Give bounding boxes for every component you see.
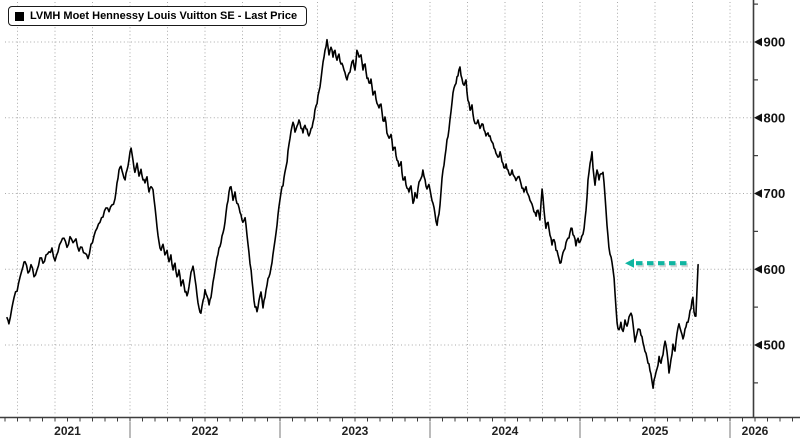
x-axis: 2021 2022 2023 2024 2025 2026 [0,416,800,438]
x-year-label-2023: 2023 [342,424,369,438]
x-year-label-2025: 2025 [642,424,669,438]
x-year-label-2022: 2022 [192,424,219,438]
x-year-label-2024: 2024 [492,424,519,438]
trend-arrow-annotation[interactable] [625,258,693,268]
y-tick-arrow-500 [754,340,762,350]
y-tick-label-800: 800 [764,110,786,125]
y-axis: 900 800 700 600 500 [752,0,786,418]
y-tick-arrow-700 [754,189,762,198]
x-year-label-2021: 2021 [54,424,81,438]
y-tick-arrow-900 [754,37,762,47]
y-tick-label-700: 700 [764,186,786,201]
y-tick-label-600: 600 [764,262,786,277]
y-tick-arrow-600 [754,265,762,274]
arrow-head [625,258,634,268]
y-grid [5,41,754,346]
series-swatch [15,11,24,21]
legend-label: LVMH Moet Hennessy Louis Vuitton SE - La… [30,10,298,22]
y-tick-label-500: 500 [764,338,786,353]
price-line [6,38,699,390]
legend[interactable]: LVMH Moet Hennessy Louis Vuitton SE - La… [8,6,308,26]
x-grid [17,2,731,416]
y-tick-arrow-800 [754,113,762,122]
y-tick-label-900: 900 [764,35,786,50]
plot-area[interactable] [5,0,753,417]
x-year-label-2026: 2026 [742,424,769,438]
